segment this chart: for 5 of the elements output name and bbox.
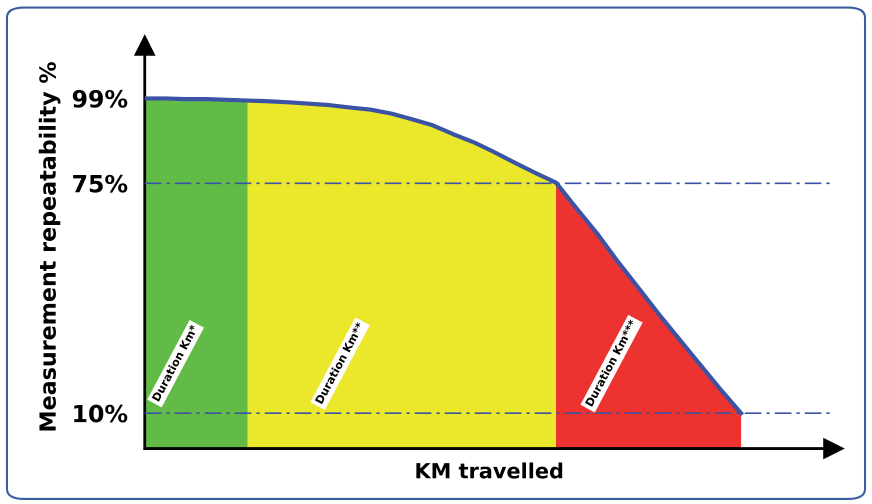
y-axis-title: Measurement repeatability %: [38, 62, 60, 430]
y-tick-label: 75%: [73, 174, 128, 193]
y-tick-label: 10%: [74, 404, 128, 422]
y-tick-label: 99%: [72, 90, 128, 108]
x-axis-title: KM travelled: [416, 462, 562, 479]
